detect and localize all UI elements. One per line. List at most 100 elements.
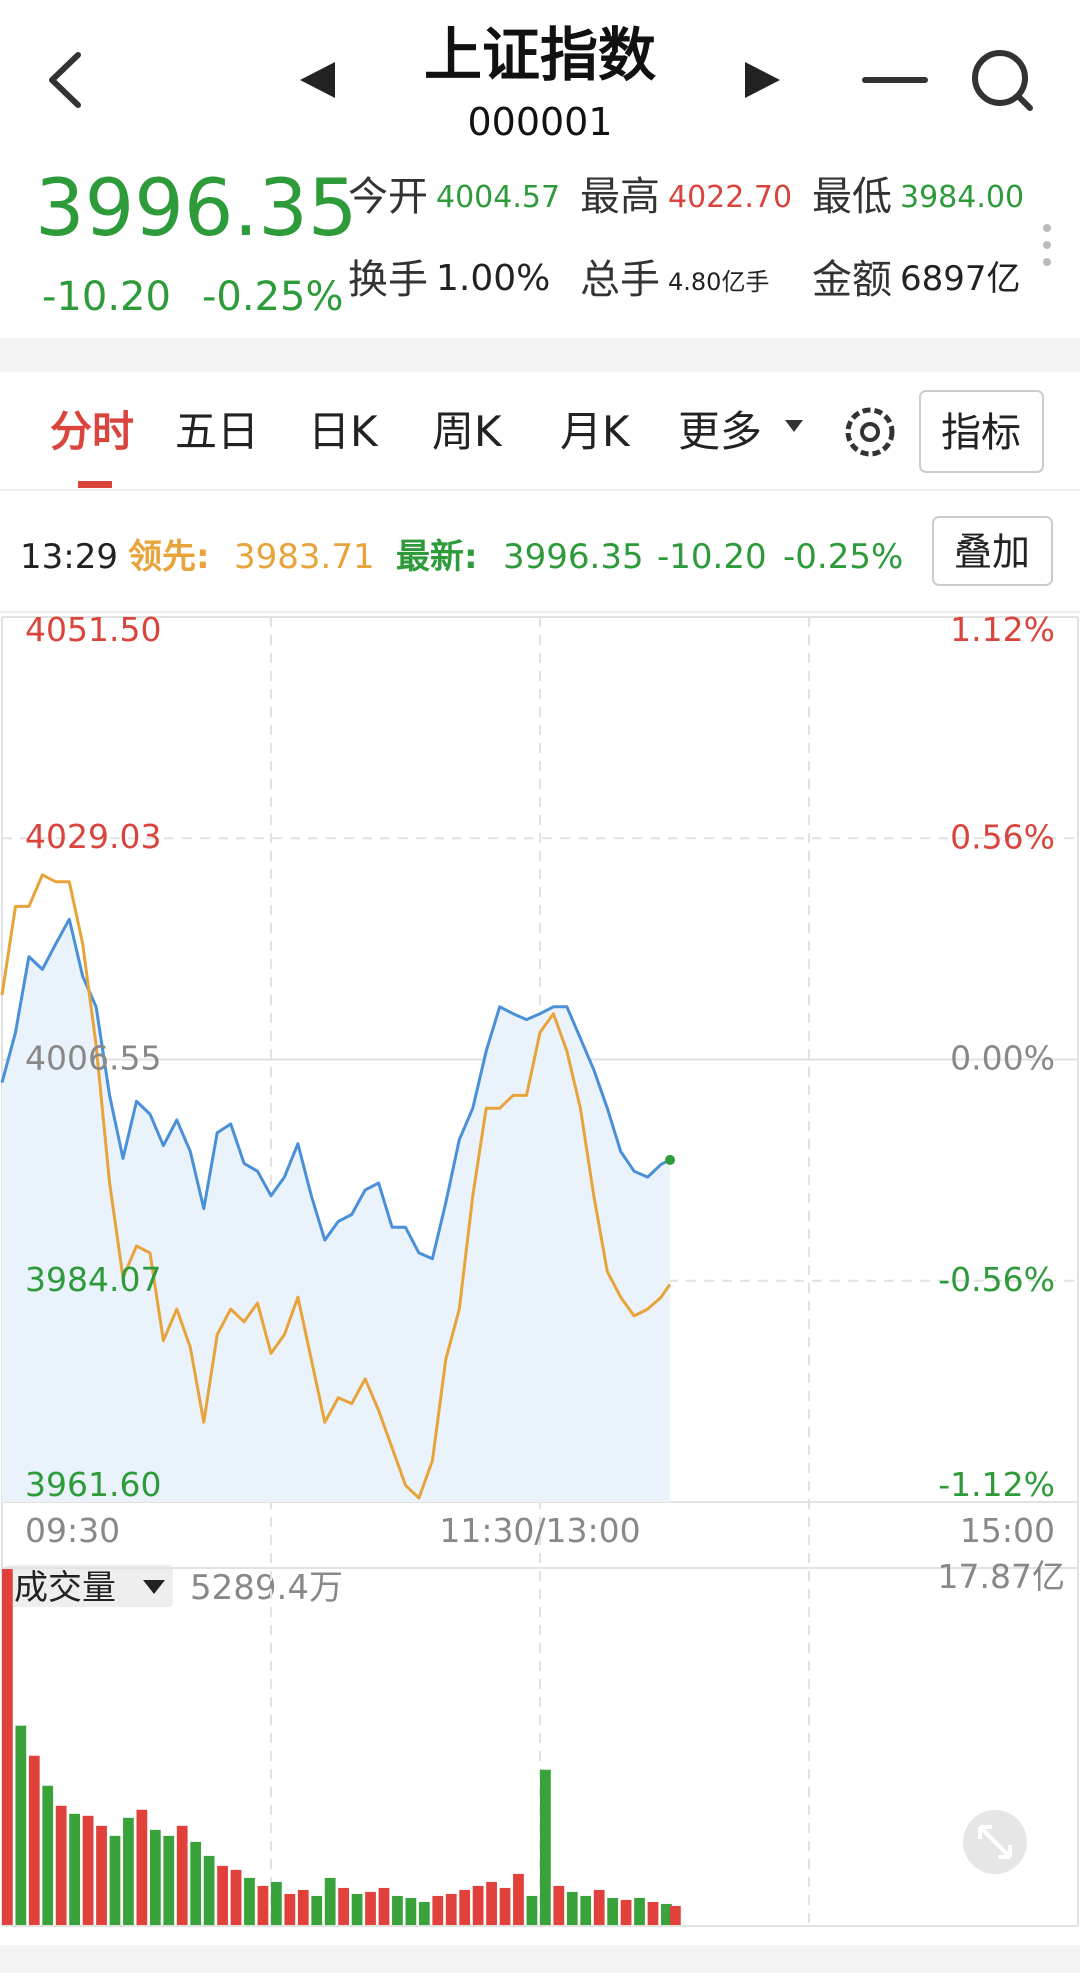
volume-bar [607,1897,619,1926]
x-tick-label: 15:00 [960,1511,1055,1550]
volume-bar [580,1895,592,1926]
indicator-label: 指标 [941,410,1021,456]
search-icon [1015,93,1033,111]
more-dot [1043,241,1051,249]
x-tick-label: 11:30/13:00 [439,1511,640,1550]
volume-bar [351,1893,363,1926]
volume-bar [432,1895,444,1926]
volume-bar [324,1877,336,1926]
volume-bar [244,1877,255,1926]
tab[interactable]: 月K [560,407,631,456]
volume-bar [69,1813,81,1926]
latest-point [665,1154,676,1165]
prev-button[interactable] [300,62,335,98]
volume-bar [365,1891,376,1926]
field-label: 总手 [580,257,660,303]
tab[interactable]: 日K [308,407,379,456]
y2-tick-label: 0.56% [950,817,1055,856]
expand-button[interactable] [963,1810,1027,1874]
volume-bar [82,1815,94,1926]
volume-bar [526,1895,538,1926]
change-pct: -0.25% [202,274,344,320]
y2-tick-label: 0.00% [950,1039,1055,1078]
volume-current: 5289.4万 [190,1568,343,1608]
volume-bar [109,1835,121,1926]
volume-bar [472,1885,484,1926]
volume-bar [28,1755,40,1926]
volume-bar [96,1825,107,1926]
volume-bar [418,1901,430,1926]
volume-bar [284,1893,296,1926]
expand-icon [978,1825,1012,1859]
settings-button[interactable] [845,407,895,457]
price-line [0,873,672,1500]
volume-bar [271,1881,282,1926]
next-button[interactable] [745,62,780,98]
tab[interactable]: 分时 [50,407,134,456]
more-dot [1043,258,1051,266]
latest-pct: -0.25% [783,537,903,577]
y-tick-label: 4006.55 [25,1039,161,1078]
dropdown-arrow [143,1580,165,1594]
lead-value: 3983.71 [234,537,375,577]
field-label: 最低 [812,174,892,220]
volume-selector[interactable] [5,1565,173,1607]
tab[interactable]: 更多 [678,407,762,456]
volume-bar [163,1835,175,1926]
volume-title: 成交量 [14,1568,116,1608]
volume-bar [513,1873,524,1926]
volume-bar [405,1897,417,1926]
volume-bar [297,1889,309,1926]
volume-bar [647,1901,659,1926]
volume-bar [445,1893,457,1926]
y2-tick-label: -0.56% [938,1260,1055,1299]
volume-bar [217,1865,228,1926]
volume-bar [486,1881,497,1926]
y-tick-label: 3961.60 [25,1465,161,1504]
code: 000001 [467,100,612,144]
axis-labels: 3961.60 3984.07 4006.55 4029.03 4051.50 -1.12… [25,610,1055,1550]
volume-bar [338,1887,350,1926]
volume-bar [203,1855,215,1926]
lead-label: 领先: [128,537,210,577]
field-value: 4022.70 [668,180,792,215]
volume-bar [230,1869,242,1926]
tab[interactable]: 周K [432,407,503,456]
volume-bar [553,1885,565,1926]
field-value: 1.00% [436,258,550,299]
areas [2,919,671,1502]
tab[interactable]: 五日 [175,407,259,456]
volume-bar [15,1725,27,1926]
separator [0,338,1080,372]
latest-value: 3996.35 [503,537,644,577]
y2-tick-label: 1.12% [950,610,1055,649]
volume-bar [661,1903,672,1926]
volume-bar [123,1817,134,1926]
latest-change: -10.20 [657,537,767,577]
y-tick-label: 4029.03 [25,817,161,856]
y-tick-label: 4051.50 [25,610,161,649]
price-area [2,919,671,1502]
volume-bar [540,1769,551,1926]
search-button[interactable] [972,50,1033,111]
field-value: 4004.57 [436,180,560,215]
volume-bar [136,1809,148,1926]
info-time: 13:29 [20,537,118,577]
back-button[interactable] [49,52,81,108]
latest-label: 最新: [396,537,478,577]
volume-bar [55,1805,67,1926]
y-tick-label: 3984.07 [25,1260,161,1299]
dropdown-arrow [785,420,803,432]
volume-bar [566,1891,578,1926]
field-label: 最高 [580,174,660,220]
title: 上证指数 [424,21,656,89]
volume-bar [620,1899,632,1926]
volume-bar [149,1829,161,1926]
volume-bar [176,1825,188,1926]
gear-icon [845,407,895,457]
field-value: 4.80亿手 [668,268,769,296]
overlay-button[interactable] [932,516,1053,586]
field-value: 6897亿 [900,259,1021,299]
indicator-button[interactable] [919,390,1044,473]
